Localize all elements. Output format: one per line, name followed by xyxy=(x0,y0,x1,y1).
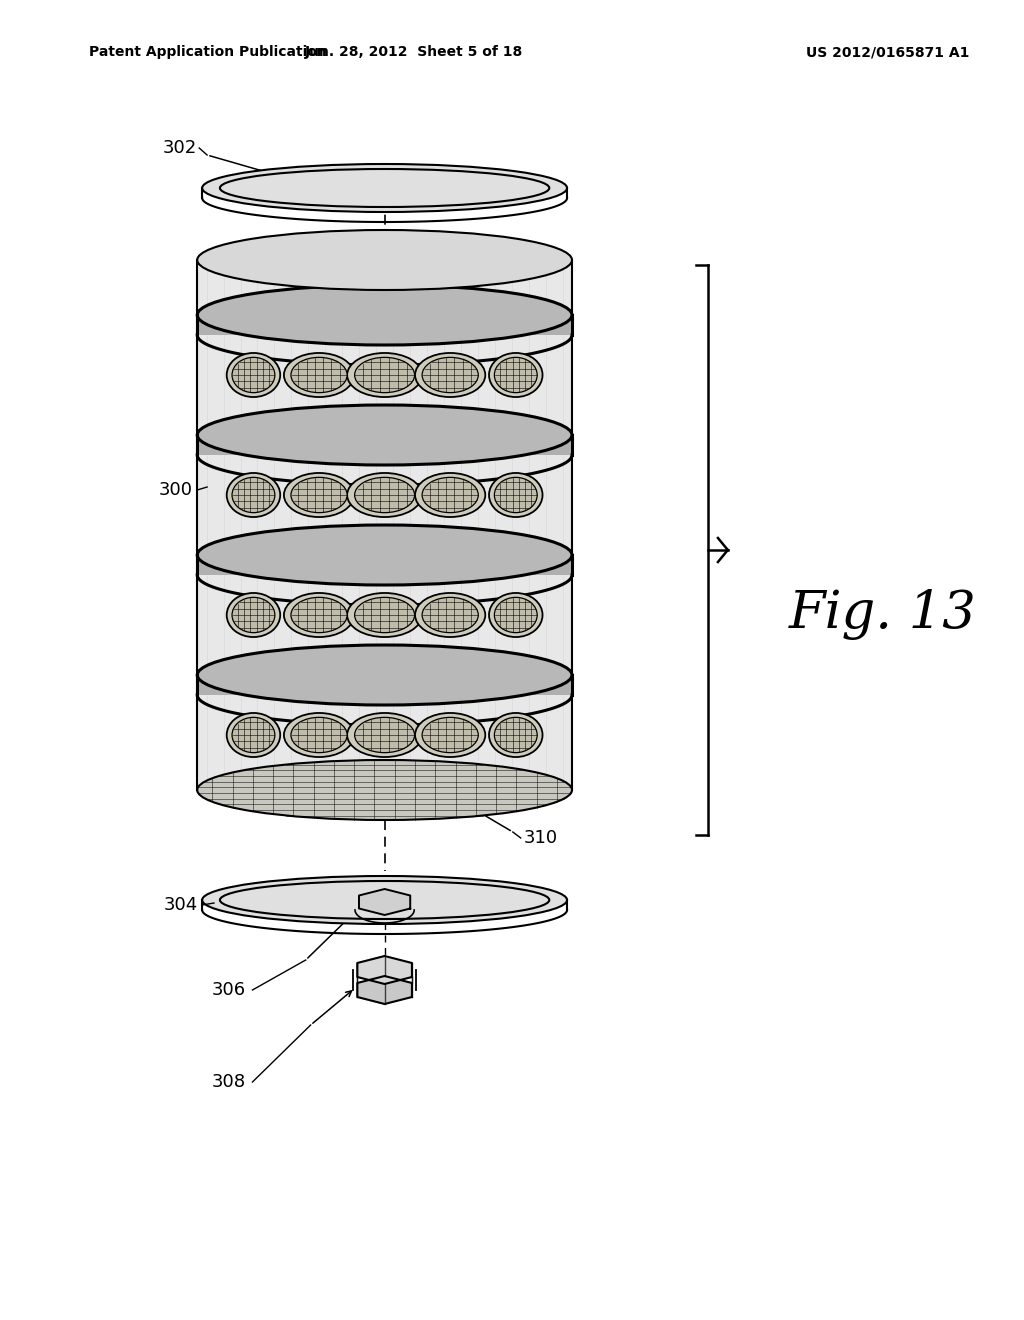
Ellipse shape xyxy=(489,713,543,758)
Ellipse shape xyxy=(226,713,281,758)
Ellipse shape xyxy=(226,473,281,517)
Ellipse shape xyxy=(202,876,567,924)
Text: Fig. 13: Fig. 13 xyxy=(788,590,977,640)
Ellipse shape xyxy=(226,593,281,638)
Ellipse shape xyxy=(198,760,572,820)
Ellipse shape xyxy=(354,598,415,632)
Ellipse shape xyxy=(198,525,572,585)
Ellipse shape xyxy=(198,645,572,705)
Ellipse shape xyxy=(291,478,347,512)
Ellipse shape xyxy=(495,717,538,752)
Ellipse shape xyxy=(415,593,485,638)
Polygon shape xyxy=(198,315,572,335)
Ellipse shape xyxy=(198,285,572,345)
Polygon shape xyxy=(198,436,572,455)
Ellipse shape xyxy=(495,358,538,392)
Ellipse shape xyxy=(415,713,485,758)
Text: 300: 300 xyxy=(159,480,193,499)
Ellipse shape xyxy=(202,164,567,213)
Ellipse shape xyxy=(291,717,347,752)
Polygon shape xyxy=(357,956,412,983)
Ellipse shape xyxy=(422,717,478,752)
Ellipse shape xyxy=(422,598,478,632)
Ellipse shape xyxy=(495,478,538,512)
Ellipse shape xyxy=(347,593,422,638)
Ellipse shape xyxy=(422,358,478,392)
Text: US 2012/0165871 A1: US 2012/0165871 A1 xyxy=(806,45,970,59)
Ellipse shape xyxy=(489,473,543,517)
Polygon shape xyxy=(198,260,572,789)
Polygon shape xyxy=(357,975,412,1005)
Text: Patent Application Publication: Patent Application Publication xyxy=(89,45,327,59)
Ellipse shape xyxy=(291,598,347,632)
Ellipse shape xyxy=(198,230,572,290)
Polygon shape xyxy=(198,675,572,696)
Ellipse shape xyxy=(284,593,354,638)
Text: 310: 310 xyxy=(523,829,557,847)
Ellipse shape xyxy=(489,352,543,397)
Ellipse shape xyxy=(415,473,485,517)
Ellipse shape xyxy=(284,473,354,517)
Ellipse shape xyxy=(232,598,274,632)
Ellipse shape xyxy=(495,598,538,632)
Ellipse shape xyxy=(354,358,415,392)
Ellipse shape xyxy=(232,358,274,392)
Text: 302: 302 xyxy=(163,139,197,157)
Ellipse shape xyxy=(354,717,415,752)
Polygon shape xyxy=(198,554,572,576)
Ellipse shape xyxy=(415,352,485,397)
Ellipse shape xyxy=(347,473,422,517)
Ellipse shape xyxy=(489,593,543,638)
Ellipse shape xyxy=(232,717,274,752)
Text: 304: 304 xyxy=(164,896,198,913)
Ellipse shape xyxy=(347,713,422,758)
Ellipse shape xyxy=(284,352,354,397)
Ellipse shape xyxy=(226,352,281,397)
Polygon shape xyxy=(359,888,411,915)
Text: 306: 306 xyxy=(212,981,246,999)
Ellipse shape xyxy=(347,352,422,397)
Ellipse shape xyxy=(291,358,347,392)
Ellipse shape xyxy=(284,713,354,758)
Text: Jun. 28, 2012  Sheet 5 of 18: Jun. 28, 2012 Sheet 5 of 18 xyxy=(305,45,523,59)
Ellipse shape xyxy=(354,478,415,512)
Ellipse shape xyxy=(232,478,274,512)
Text: 308: 308 xyxy=(212,1073,246,1092)
Ellipse shape xyxy=(422,478,478,512)
Ellipse shape xyxy=(198,405,572,465)
